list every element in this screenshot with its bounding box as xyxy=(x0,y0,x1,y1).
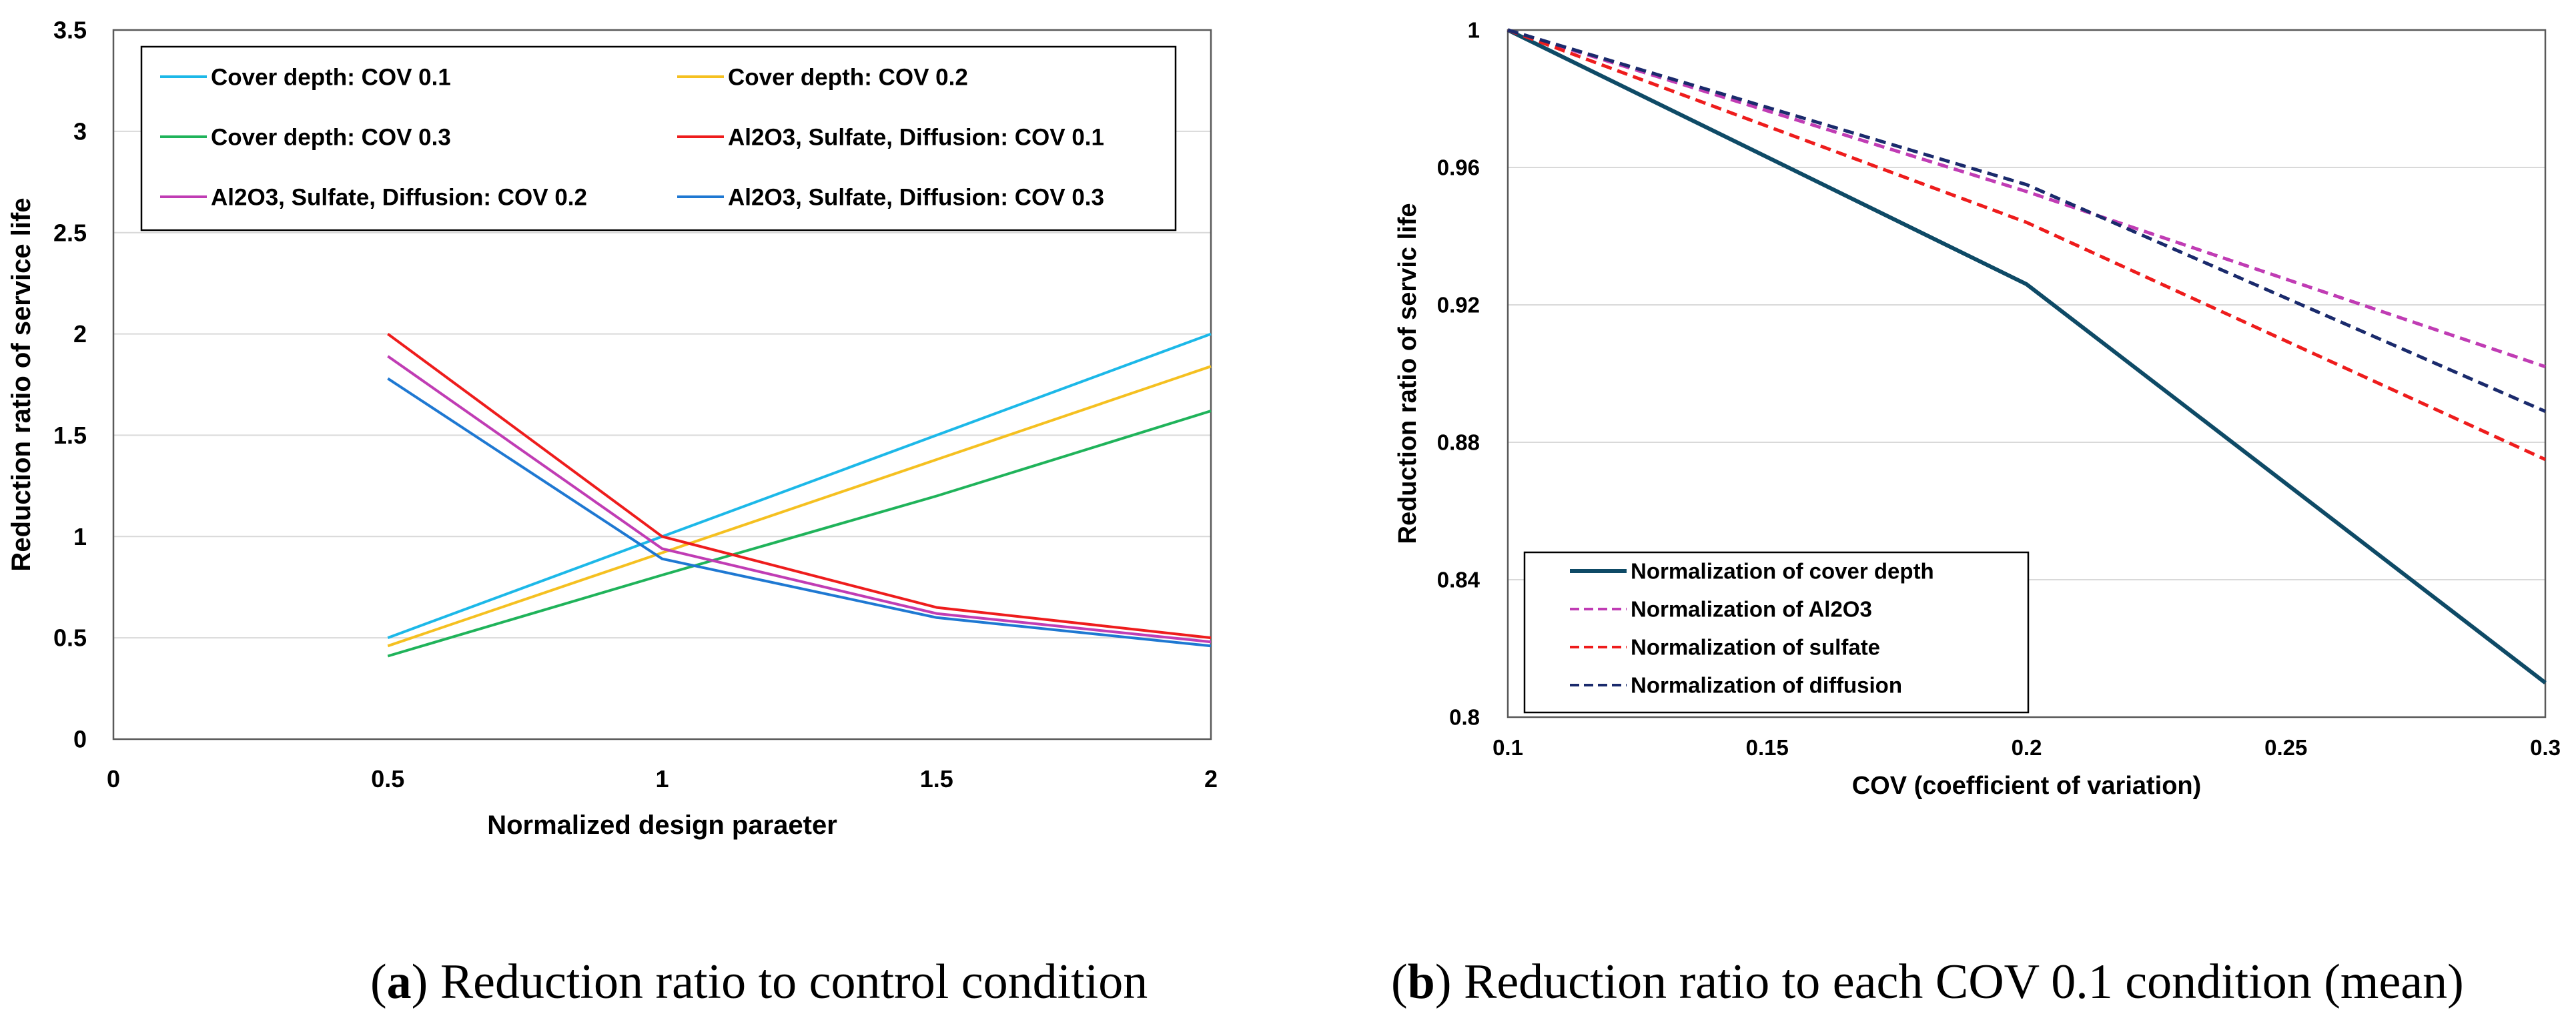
chart-a-legend-label-6: Al2O3, Sulfate, Diffusion: COV 0.3 xyxy=(728,184,1104,210)
chart-a-series-line-3 xyxy=(387,410,1212,658)
chart-b-plot-frame xyxy=(1507,29,2547,718)
chart-a-x-axis-label: Normalized design paraeter xyxy=(487,811,837,840)
chart-b-series-line-3 xyxy=(1507,28,2547,462)
caption-b-text: Reduction ratio to each COV 0.1 conditio… xyxy=(1451,955,2464,1009)
chart-a-legend-label-1: Cover depth: COV 0.1 xyxy=(211,64,451,90)
chart-a-x-tick-label: 1.5 xyxy=(920,765,953,793)
caption-a-letter: a xyxy=(386,955,412,1009)
chart-a-legend-label-5: Al2O3, Sulfate, Diffusion: COV 0.2 xyxy=(211,184,587,210)
chart-b-x-tick-label: 0.2 xyxy=(2012,735,2042,760)
chart-b-y-axis-label: Reduction ratio of servic life xyxy=(1394,203,1422,544)
chart-a-y-tick-label: 1 xyxy=(73,523,87,550)
chart-b-series-line-1 xyxy=(1507,28,2547,684)
chart-a-y-tick-label: 2.5 xyxy=(53,219,87,246)
chart-b-x-tick-label: 0.25 xyxy=(2264,735,2307,760)
chart-a-y-tick-label: 3.5 xyxy=(53,17,87,44)
chart-b-y-tick-label: 0.8 xyxy=(1449,705,1480,730)
chart-a-legend-box xyxy=(140,45,1177,231)
chart-a-y-axis-label: Reduction ratio of service life xyxy=(7,197,36,571)
chart-a-series-line-4 xyxy=(387,332,1212,640)
chart-b-series-line-4 xyxy=(1507,28,2547,413)
chart-b-legend-label-1: Normalization of cover depth xyxy=(1631,559,1934,584)
chart-a-legend-label-3: Cover depth: COV 0.3 xyxy=(211,124,451,150)
chart-b-y-tick-label: 0.92 xyxy=(1437,293,1480,318)
caption-a-text: Reduction ratio to control condition xyxy=(428,955,1148,1009)
chart-a-series-line-1 xyxy=(387,332,1212,639)
chart-a-y-tick-label: 0.5 xyxy=(53,624,87,652)
chart-a-legend-label-4: Al2O3, Sulfate, Diffusion: COV 0.1 xyxy=(728,124,1104,150)
chart-a-x-tick-label: 1 xyxy=(655,765,669,793)
chart-b-x-tick-label: 0.1 xyxy=(1492,735,1523,760)
chart-a-y-tick-label: 2 xyxy=(73,320,87,348)
chart-a-y-tick-label: 3 xyxy=(73,117,87,145)
chart-b-y-tick-label: 0.84 xyxy=(1437,568,1480,592)
chart-a-reduction-ratio-control: 0 0.5 1 1.5 2 2.5 3 3.5 0 0.5 1 1.5 2 Normalized desi… xyxy=(7,17,1218,840)
chart-b-y-tick-label: 0.96 xyxy=(1437,155,1480,180)
chart-b-x-tick-label: 0.3 xyxy=(2530,735,2561,760)
chart-a-y-tick-label: 0 xyxy=(73,726,87,753)
chart-a-series-line-5 xyxy=(387,355,1212,644)
chart-b-legend-label-3: Normalization of sulfate xyxy=(1631,635,1880,660)
chart-b-legend-label-4: Normalization of diffusion xyxy=(1631,673,1902,698)
chart-a-series-line-6 xyxy=(387,377,1212,648)
chart-b-x-tick-label: 0.15 xyxy=(1746,735,1789,760)
chart-a-x-tick-label: 2 xyxy=(1204,765,1218,793)
chart-b-reduction-ratio-cov: 0.8 0.84 0.88 0.92 0.96 1 0.1 0.15 0.2 0.25 0.3 COV… xyxy=(1394,18,2561,800)
chart-b-x-axis-label: COV (coefficient of variation) xyxy=(1852,772,2202,800)
chart-a-x-tick-label: 0 xyxy=(107,765,120,793)
caption-b-letter: b xyxy=(1407,955,1435,1009)
caption-b: (b) Reduction ratio to each COV 0.1 cond… xyxy=(1391,955,2464,1009)
chart-a-series-line-2 xyxy=(387,365,1212,648)
chart-a-y-tick-label: 1.5 xyxy=(53,422,87,449)
chart-a-x-tick-label: 0.5 xyxy=(371,765,404,793)
chart-b-y-tick-label: 1 xyxy=(1468,18,1480,43)
caption-a: (a) Reduction ratio to control condition xyxy=(370,955,1148,1009)
chart-b-y-tick-label: 0.88 xyxy=(1437,430,1480,455)
chart-b-legend-box xyxy=(1523,551,2030,714)
chart-b-series-line-2 xyxy=(1507,28,2546,369)
chart-a-legend-label-2: Cover depth: COV 0.2 xyxy=(728,64,968,90)
chart-b-legend-label-2: Normalization of Al2O3 xyxy=(1631,597,1872,622)
chart-a-plot-frame xyxy=(112,29,1212,740)
